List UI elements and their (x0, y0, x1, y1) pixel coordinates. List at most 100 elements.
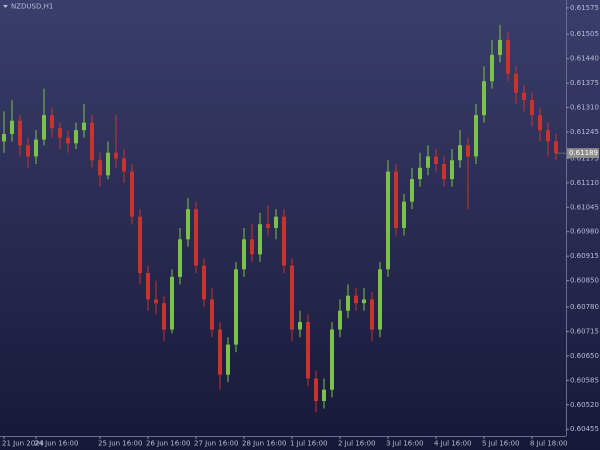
candle-body (50, 115, 54, 129)
y-tick-label: 0.60455 (570, 425, 599, 433)
candle-body (82, 122, 86, 131)
candle-body (394, 171, 398, 228)
candle-body (226, 344, 230, 375)
y-tick-label: 0.61575 (570, 4, 599, 12)
y-tick-label: 0.60585 (570, 376, 599, 384)
candle-body (210, 299, 214, 330)
y-tick-label: 0.61440 (570, 55, 599, 63)
x-tick-label: 28 Jun 16:00 (242, 440, 286, 448)
candle-body (66, 137, 70, 144)
x-tick-label: 3 Jul 16:00 (386, 440, 424, 448)
y-tick-label: 0.60780 (570, 303, 599, 311)
candle-body (338, 310, 342, 330)
x-tick-label: 26 Jun 16:00 (146, 440, 190, 448)
y-tick-label: 0.60650 (570, 352, 599, 360)
y-tick-label: 0.61375 (570, 79, 599, 87)
candle-body (362, 299, 366, 304)
x-tick-label: 27 Jun 16:00 (194, 440, 238, 448)
candle-body (114, 152, 118, 159)
candle-body (418, 167, 422, 180)
candle-body (546, 130, 550, 142)
candle-body (34, 139, 38, 157)
candle-body (138, 216, 142, 274)
candle-body (386, 171, 390, 270)
candle-body (426, 156, 430, 168)
candle-body (482, 81, 486, 116)
candle-body (58, 128, 62, 138)
candle-body (354, 295, 358, 304)
candle-body (90, 122, 94, 161)
candle-body (170, 276, 174, 330)
candle-body (314, 378, 318, 402)
y-tick-label: 0.60850 (570, 277, 599, 285)
candle-body (26, 145, 30, 157)
y-tick-label: 0.61110 (570, 179, 599, 187)
x-tick-label: 4 Jul 16:00 (434, 440, 472, 448)
candle-body (282, 216, 286, 266)
x-tick-label: 21 Jun 2024 (2, 440, 45, 448)
candle-body (410, 179, 414, 202)
candle-body (290, 265, 294, 330)
x-tick-label: 1 Jul 16:00 (290, 440, 328, 448)
candle-body (498, 39, 502, 55)
y-tick-label: 0.61245 (570, 128, 599, 136)
candle-body (2, 133, 6, 142)
candle-body (98, 160, 102, 176)
candle-body (378, 269, 382, 330)
x-tick-label: 24 Jun 16:00 (34, 440, 78, 448)
candle-body (322, 389, 326, 402)
candle-body (74, 130, 78, 144)
x-tick-label: 5 Jul 16:00 (482, 440, 520, 448)
candle-body (186, 209, 190, 240)
y-tick-label: 0.60915 (570, 252, 599, 260)
candle-body (42, 115, 46, 140)
candle-body (506, 39, 510, 74)
plot (2, 24, 558, 413)
candle-body (330, 329, 334, 390)
candle-body (450, 160, 454, 180)
candle-body (306, 322, 310, 379)
y-tick-label: 0.60520 (570, 401, 599, 409)
candle-body (370, 299, 374, 330)
candle-body (474, 115, 478, 157)
candle-body (298, 322, 302, 330)
candle-body (178, 239, 182, 277)
candle-body (434, 156, 438, 165)
candle-body (466, 145, 470, 157)
candle-body (258, 224, 262, 255)
candle-body (130, 171, 134, 217)
candle-body (18, 120, 22, 146)
symbol-marker (3, 5, 8, 8)
x-tick-label: 8 Jul 18:00 (530, 440, 568, 448)
candle-body (122, 158, 126, 172)
y-tick-label: 0.61505 (570, 30, 599, 38)
candle-body (522, 92, 526, 101)
candle-body (514, 73, 518, 93)
candle-body (554, 141, 558, 154)
candle-body (106, 152, 110, 176)
candle-body (530, 100, 534, 116)
y-tick-label: 0.61045 (570, 203, 599, 211)
candle-body (194, 209, 198, 266)
x-tick-label: 2 Jul 16:00 (338, 440, 376, 448)
candle-body (146, 273, 150, 300)
candle-body (234, 269, 238, 345)
y-tick-label: 0.60715 (570, 327, 599, 335)
candle-body (490, 54, 494, 82)
candle-body (346, 295, 350, 311)
x-tick-label: 25 Jun 16:00 (98, 440, 142, 448)
y-tick-label: 0.61175 (570, 154, 599, 162)
candle-body (154, 299, 158, 304)
candle-body (10, 120, 14, 134)
candle-body (538, 115, 542, 131)
candle-body (402, 201, 406, 228)
candle-body (266, 224, 270, 228)
candle-body (274, 216, 278, 228)
candle-body (202, 265, 206, 300)
candle-body (442, 164, 446, 180)
y-tick-label: 0.61310 (570, 104, 599, 112)
last-price-label: 0.61189 (569, 149, 598, 157)
y-tick-label: 0.60980 (570, 228, 599, 236)
